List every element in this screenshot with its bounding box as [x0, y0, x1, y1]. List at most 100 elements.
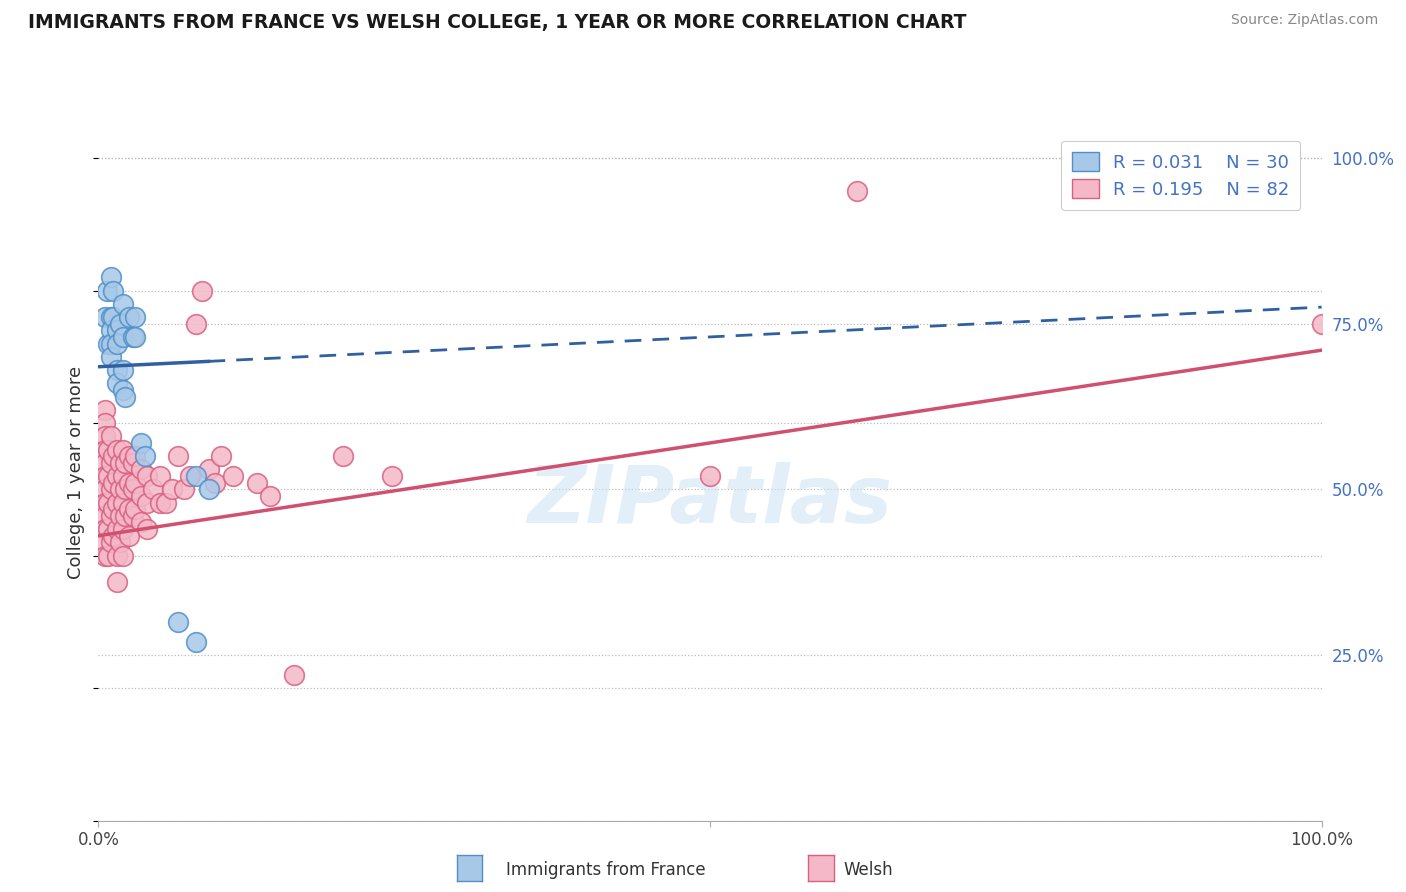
Point [246, 475, 269, 490]
Point [100, 336, 122, 351]
Point [124, 475, 146, 490]
Point [100, 429, 122, 443]
Point [222, 469, 245, 483]
Point [129, 516, 152, 530]
Point [100, 456, 122, 470]
Point [111, 383, 134, 397]
Point [121, 456, 143, 470]
Point [93, 469, 115, 483]
Point [186, 317, 208, 331]
Point [197, 483, 219, 497]
Point [93, 483, 115, 497]
Point [93, 416, 115, 430]
Point [93, 429, 115, 443]
Point [197, 462, 219, 476]
Point [332, 449, 354, 463]
Point [845, 184, 868, 198]
Point [111, 442, 134, 457]
Point [124, 310, 146, 324]
Text: Source: ZipAtlas.com: Source: ZipAtlas.com [1230, 13, 1378, 28]
Point [93, 535, 115, 549]
Point [381, 469, 404, 483]
Point [129, 489, 152, 503]
Point [101, 475, 124, 490]
Point [167, 615, 190, 629]
Point [101, 449, 124, 463]
Point [110, 508, 132, 523]
Point [101, 310, 124, 324]
Point [105, 549, 128, 563]
Point [110, 317, 132, 331]
Point [167, 449, 190, 463]
Point [97, 336, 120, 351]
Point [93, 456, 115, 470]
Point [136, 522, 159, 536]
Point [105, 336, 128, 351]
Point [93, 495, 115, 509]
Point [114, 390, 136, 404]
Point [114, 483, 136, 497]
Point [134, 449, 156, 463]
Point [173, 483, 195, 497]
Point [100, 323, 122, 337]
Point [118, 529, 141, 543]
Point [136, 495, 159, 509]
Point [149, 495, 172, 509]
Point [283, 668, 305, 682]
Point [93, 310, 115, 324]
Point [121, 508, 143, 523]
Point [186, 634, 208, 648]
Point [100, 483, 122, 497]
Point [124, 330, 146, 344]
Point [97, 549, 120, 563]
Point [110, 456, 132, 470]
Point [93, 442, 115, 457]
Point [111, 363, 134, 377]
Point [93, 508, 115, 523]
Point [97, 522, 120, 536]
Point [101, 284, 124, 298]
Point [118, 502, 141, 516]
Point [96, 284, 118, 298]
Point [105, 442, 128, 457]
Point [124, 502, 146, 516]
Point [111, 330, 134, 344]
Point [204, 475, 226, 490]
Point [111, 495, 134, 509]
Point [111, 469, 134, 483]
Point [118, 475, 141, 490]
Y-axis label: College, 1 year or more: College, 1 year or more [67, 367, 86, 579]
Point [97, 442, 120, 457]
Point [118, 449, 141, 463]
Point [160, 483, 183, 497]
Point [110, 535, 132, 549]
Point [209, 449, 232, 463]
Point [121, 483, 143, 497]
Point [155, 495, 177, 509]
Point [111, 522, 134, 536]
Point [129, 462, 152, 476]
Point [93, 522, 115, 536]
Point [149, 469, 172, 483]
Point [1310, 317, 1333, 331]
Point [97, 469, 120, 483]
Point [93, 549, 115, 563]
Point [101, 502, 124, 516]
Point [110, 483, 132, 497]
Point [100, 508, 122, 523]
Point [121, 330, 143, 344]
Point [100, 350, 122, 364]
Point [100, 270, 122, 285]
Point [179, 469, 201, 483]
Point [111, 297, 134, 311]
Point [186, 469, 208, 483]
Point [105, 363, 128, 377]
Point [100, 310, 122, 324]
Point [699, 469, 721, 483]
Point [105, 575, 128, 590]
Point [105, 376, 128, 391]
Text: Welsh: Welsh [844, 861, 893, 879]
Point [101, 529, 124, 543]
Point [259, 489, 281, 503]
Point [111, 549, 134, 563]
